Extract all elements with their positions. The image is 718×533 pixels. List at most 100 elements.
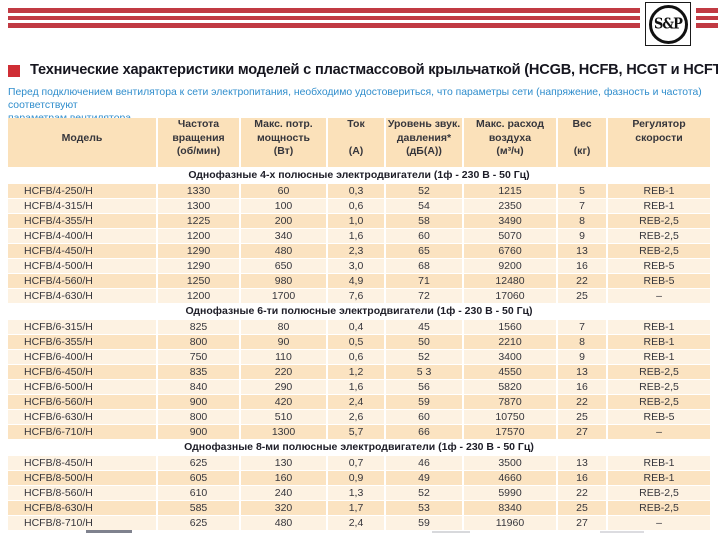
cell-power: 240	[240, 485, 328, 501]
cell-rpm: 1225	[157, 213, 241, 229]
cell-power: 130	[240, 455, 328, 471]
cell-airflow: 10750	[463, 409, 558, 425]
cell-weight: 8	[557, 213, 608, 229]
section-heading: Однофазные 4-х полюсные электродвигатели…	[8, 167, 710, 184]
cell-power: 340	[240, 228, 328, 244]
cell-noise: 58	[385, 213, 464, 229]
cell-airflow: 5820	[463, 379, 558, 395]
cell-model: HCFB/8-710/H	[8, 515, 158, 531]
cell-regulator: REB-1	[607, 349, 710, 365]
cell-noise: 52	[385, 485, 464, 501]
table-row: HCFB/4-315/H 1300 100 0,6 54 2350 7 REB-1	[8, 198, 710, 214]
cell-current: 4,9	[327, 273, 386, 289]
cell-regulator: REB-1	[607, 183, 710, 199]
cell-power: 420	[240, 394, 328, 410]
cell-current: 2,4	[327, 394, 386, 410]
cell-rpm: 605	[157, 470, 241, 486]
cell-power: 1700	[240, 288, 328, 304]
table-row: HCFB/6-315/H 825 80 0,4 45 1560 7 REB-1	[8, 319, 710, 335]
column-header-airflow: Макс. расход воздуха (м³/ч)	[463, 118, 558, 168]
cell-model: HCFB/6-450/H	[8, 364, 158, 380]
intro-line-1: Перед подключением вентилятора к сети эл…	[8, 87, 702, 111]
page-title: Технические характеристики моделей с пла…	[30, 62, 718, 78]
column-header-line: скорости	[635, 131, 683, 144]
cell-current: 5,7	[327, 424, 386, 440]
cell-regulator: REB-2,5	[607, 364, 710, 380]
column-header-line: (м³/ч)	[496, 145, 524, 157]
cell-rpm: 1250	[157, 273, 241, 289]
cell-rpm: 625	[157, 455, 241, 471]
table-row: HCFB/8-560/H 610 240 1,3 52 5990 22 REB-2,5	[8, 485, 710, 501]
cell-airflow: 5070	[463, 228, 558, 244]
cell-regulator: REB-2,5	[607, 213, 710, 229]
cell-current: 0,9	[327, 470, 386, 486]
sp-logo-circle: S&P	[648, 4, 688, 44]
cell-model: HCFB/6-355/H	[8, 334, 158, 350]
clipped-footnote-fragment	[600, 531, 644, 533]
cell-weight: 9	[557, 349, 608, 365]
cell-airflow: 17570	[463, 424, 558, 440]
brand-stripe	[8, 15, 718, 20]
cell-weight: 7	[557, 198, 608, 214]
column-header-weight: Вес (кг)	[557, 118, 608, 168]
cell-rpm: 750	[157, 349, 241, 365]
column-header-rpm: Частота вращения (об/мин)	[157, 118, 241, 168]
cell-noise: 66	[385, 424, 464, 440]
cell-power: 1300	[240, 424, 328, 440]
table-row: HCFB/4-400/H 1200 340 1,6 60 5070 9 REB-2,5	[8, 228, 710, 244]
cell-model: HCFB/8-560/H	[8, 485, 158, 501]
cell-airflow: 2210	[463, 334, 558, 350]
cell-weight: 27	[557, 424, 608, 440]
column-header-line	[8, 145, 155, 159]
table-row: HCFB/6-450/H 835 220 1,2 5 3 4550 13 REB-2,5	[8, 364, 710, 380]
cell-rpm: 585	[157, 500, 241, 516]
cell-model: HCFB/6-500/H	[8, 379, 158, 395]
section-heading: Однофазные 8-ми полюсные электродвигател…	[8, 439, 710, 456]
cell-regulator: REB-2,5	[607, 243, 710, 259]
cell-model: HCFB/4-450/H	[8, 243, 158, 259]
cell-airflow: 1560	[463, 319, 558, 335]
section-heading-row: Однофазные 4-х полюсные электродвигатели…	[8, 167, 710, 184]
cell-model: HCFB/8-630/H	[8, 500, 158, 516]
cell-power: 650	[240, 258, 328, 274]
brand-stripes	[8, 8, 718, 28]
cell-weight: 16	[557, 379, 608, 395]
column-header-line	[8, 118, 155, 132]
cell-regulator: REB-2,5	[607, 379, 710, 395]
column-header-line	[608, 145, 710, 159]
cell-regulator: REB-2,5	[607, 500, 710, 516]
cell-rpm: 900	[157, 394, 241, 410]
table-row: HCFB/4-560/H 1250 980 4,9 71 12480 22 REB-5	[8, 273, 710, 289]
cell-model: HCFB/4-355/H	[8, 213, 158, 229]
column-header-line: воздуха	[488, 131, 532, 144]
table-row: HCFB/6-710/H 900 1300 5,7 66 17570 27–	[8, 424, 710, 440]
cell-current: 1,6	[327, 379, 386, 395]
cell-model: HCFB/4-560/H	[8, 273, 158, 289]
cell-regulator: REB-1	[607, 334, 710, 350]
cell-weight: 22	[557, 394, 608, 410]
column-header-line: Частота	[177, 118, 220, 130]
cell-model: HCFB/4-250/H	[8, 183, 158, 199]
cell-rpm: 610	[157, 485, 241, 501]
cell-weight: 27	[557, 515, 608, 531]
cell-model: HCFB/6-315/H	[8, 319, 158, 335]
table-row: HCFB/8-450/H 625 130 0,7 46 3500 13 REB-1	[8, 455, 710, 471]
column-header-line	[328, 132, 383, 146]
clipped-footnote-fragment	[432, 531, 470, 533]
cell-rpm: 835	[157, 364, 241, 380]
cell-model: HCFB/6-400/H	[8, 349, 158, 365]
cell-rpm: 1330	[157, 183, 241, 199]
table-row: HCFB/6-500/H 840 290 1,6 56 5820 16 REB-2,5	[8, 379, 710, 395]
brand-stripe	[8, 8, 718, 13]
cell-current: 0,5	[327, 334, 386, 350]
cell-noise: 45	[385, 319, 464, 335]
cell-power: 980	[240, 273, 328, 289]
cell-model: HCFB/4-500/H	[8, 258, 158, 274]
cell-regulator: REB-2,5	[607, 228, 710, 244]
cell-power: 160	[240, 470, 328, 486]
cell-noise: 59	[385, 515, 464, 531]
column-header-model: Модель	[8, 118, 158, 168]
column-header-line: Вес	[572, 118, 592, 130]
table-row: HCFB/4-250/H 1330 60 0,3 52 1215 5 REB-1	[8, 183, 710, 199]
cell-current: 2,4	[327, 515, 386, 531]
